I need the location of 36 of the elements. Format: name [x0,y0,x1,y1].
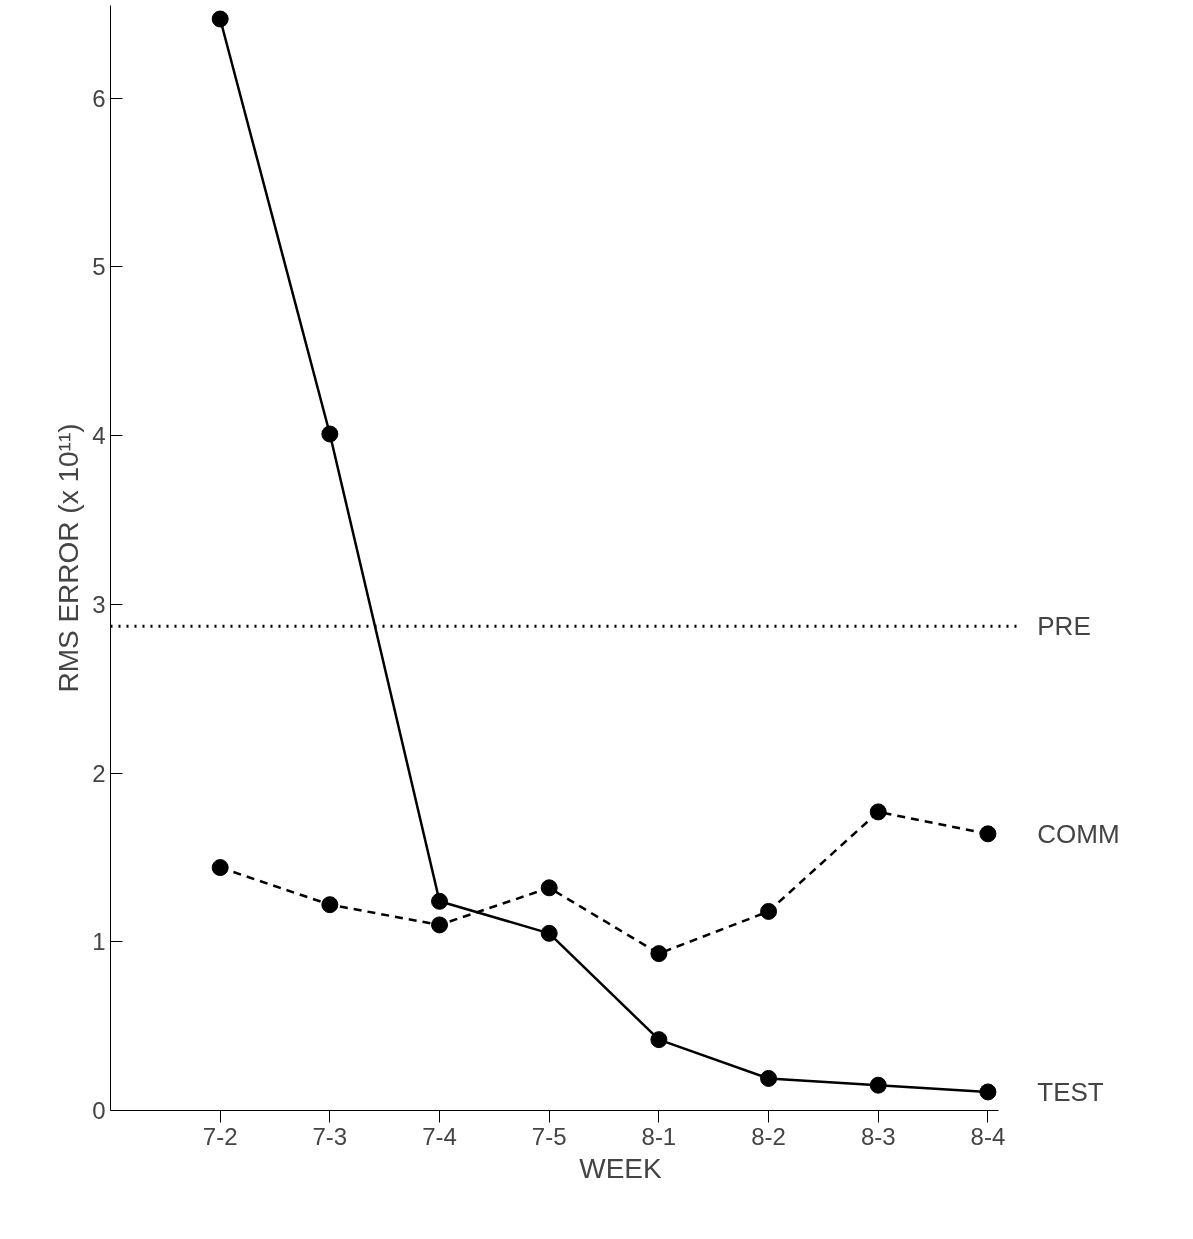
point [431,892,449,910]
point [979,825,997,843]
y-tick-label: 5 [92,253,106,281]
x-tick-label: 7-2 [202,1122,238,1150]
point [211,859,229,877]
x-tick-label: 7-5 [531,1122,567,1150]
point [869,803,887,821]
series-label: TEST [1037,1076,1104,1107]
x-tick-label: 8-2 [751,1122,786,1150]
x-tick-label: 7-3 [312,1122,348,1150]
y-tick-label: 4 [92,422,106,450]
y-tick-label: 0 [92,1097,106,1124]
ref-line-label: PRE [1037,611,1091,642]
y-tick-label: 1 [92,928,106,956]
point [760,1069,778,1087]
x-tick-label: 8-3 [860,1122,896,1150]
point [540,924,558,942]
x-tick-label: 8-1 [641,1122,677,1150]
point [650,1031,668,1049]
x-tick-label: 7-4 [422,1122,457,1150]
point [540,879,558,897]
x-axis-title: WEEK [579,1152,663,1184]
point [979,1083,997,1101]
point [321,425,339,443]
point [431,916,449,934]
point [321,896,339,914]
y-tick-label: 6 [92,84,106,112]
series-label: COMM [1037,818,1120,849]
point [650,945,668,963]
point [211,10,229,28]
y-tick-label: 2 [92,759,106,787]
y-tick-label: 3 [92,590,106,618]
y-axis-title: RMS ERROR (x 10¹¹) [53,423,85,693]
point [760,902,778,920]
x-tick-label: 8-4 [970,1122,1006,1150]
point [869,1076,887,1094]
